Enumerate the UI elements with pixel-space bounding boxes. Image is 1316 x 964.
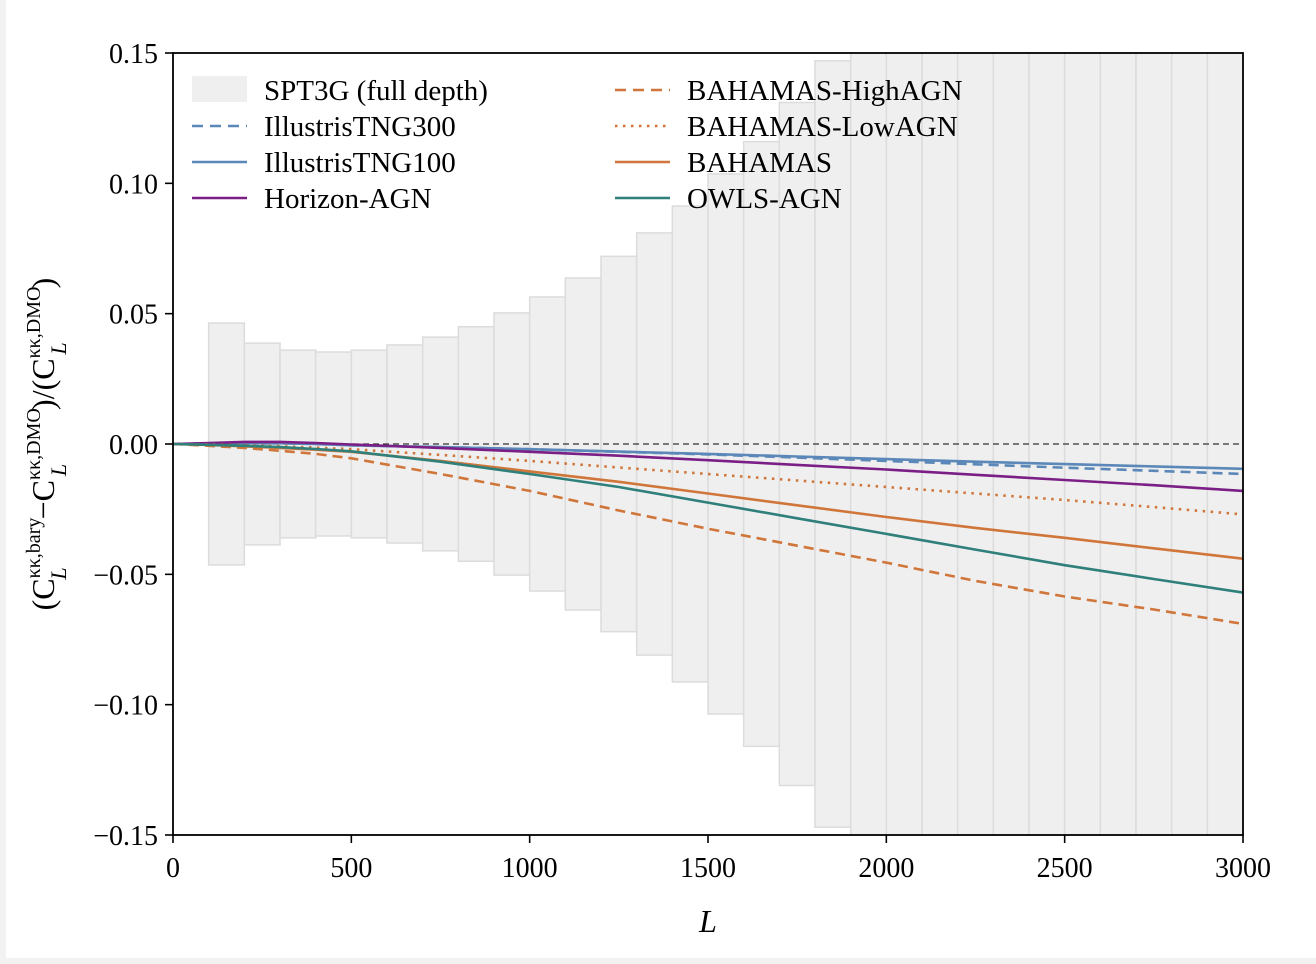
ylabel-sup3: κκ,DMO — [23, 287, 45, 359]
legend-label: OWLS-AGN — [687, 183, 842, 215]
series-line-bahamas-highagn — [173, 442, 1243, 626]
x-tick-label: 2500 — [1037, 853, 1093, 884]
y-tick-label: 0.15 — [109, 39, 158, 70]
legend-entry-illustristng100: IllustrisTNG100 — [192, 147, 456, 179]
legend-entry-bahamas: BAHAMAS — [615, 147, 832, 179]
legend-swatch — [192, 76, 247, 102]
legend-entry-owls-agn: OWLS-AGN — [615, 183, 842, 215]
y-tick-label: −0.05 — [93, 560, 158, 591]
spt3g-bin-21 — [956, 53, 995, 835]
legend-label: BAHAMAS-HighAGN — [687, 75, 963, 107]
legend: SPT3G (full depth) IllustrisTNG300 Illustr… — [192, 75, 963, 215]
legend-entry-bahamas-highagn: BAHAMAS-HighAGN — [615, 75, 963, 107]
legend-label: BAHAMAS — [687, 147, 832, 179]
spt3g-bin-26 — [1135, 53, 1173, 835]
spt3g-bin-28 — [1206, 53, 1243, 835]
ylabel-sub1: L — [46, 567, 71, 580]
x-tick-label: 2000 — [858, 853, 914, 884]
x-tick-label: 1000 — [502, 853, 558, 884]
spt3g-bin-22 — [992, 53, 1030, 835]
legend-label: IllustrisTNG100 — [264, 147, 456, 179]
y-tick-label: 0.10 — [109, 169, 158, 200]
y-tick-label: −0.15 — [93, 821, 158, 852]
x-axis-ticks: 0 500 1000 1500 2000 2500 3000 — [166, 835, 1271, 884]
ylabel-minus: −C — [25, 480, 61, 519]
x-tick-label: 0 — [166, 853, 180, 884]
legend-entry-horizon-agn: Horizon-AGN — [192, 183, 432, 215]
x-axis-label: L — [698, 903, 717, 939]
legend-entry-bahamas-lowagn: BAHAMAS-LowAGN — [615, 111, 958, 143]
ylabel-sup1: κκ,bary — [23, 518, 45, 579]
series-line-owls-agn — [173, 442, 1243, 594]
spt3g-bin-23 — [1028, 53, 1066, 835]
y-tick-label: −0.10 — [93, 691, 158, 722]
series-line-horizon-agn — [173, 440, 1243, 493]
window-edge — [0, 0, 6, 964]
y-axis-label: (Cκκ,baryL−Cκκ,DMOL)/(Cκκ,DMOL) — [23, 278, 71, 611]
spt3g-bin-20 — [921, 53, 959, 835]
ylabel-open: (C — [25, 578, 61, 610]
legend-entry-illustristng300: IllustrisTNG300 — [192, 111, 456, 143]
series-lines — [173, 440, 1243, 626]
legend-label: IllustrisTNG300 — [264, 111, 456, 143]
ylabel-sup2: κκ,DMO — [23, 408, 45, 480]
x-tick-label: 1500 — [680, 853, 736, 884]
window-edge-bottom — [0, 958, 1316, 964]
ylabel-close: ) — [25, 278, 61, 289]
y-axis-ticks: 0.15 0.10 0.05 0.00 −0.05 −0.10 −0.15 — [93, 39, 173, 852]
x-tick-label: 500 — [330, 853, 372, 884]
ylabel-mid: )/(C — [25, 358, 61, 410]
x-tick-label: 3000 — [1215, 853, 1271, 884]
svg-text:(Cκκ,baryL−Cκκ,DMOL)/(Cκκ,DMOL: (Cκκ,baryL−Cκκ,DMOL)/(Cκκ,DMOL) — [23, 278, 71, 611]
spt3g-bin-27 — [1170, 53, 1209, 835]
legend-label: BAHAMAS-LowAGN — [687, 111, 958, 143]
legend-label: Horizon-AGN — [264, 183, 432, 215]
ylabel-sub3: L — [46, 342, 71, 355]
legend-label: SPT3G (full depth) — [264, 75, 488, 107]
y-tick-label: 0.00 — [109, 430, 158, 461]
y-tick-label: 0.05 — [109, 300, 158, 331]
ylabel-sub2: L — [46, 464, 71, 477]
legend-entry-spt3g-full-depth-: SPT3G (full depth) — [192, 75, 488, 107]
